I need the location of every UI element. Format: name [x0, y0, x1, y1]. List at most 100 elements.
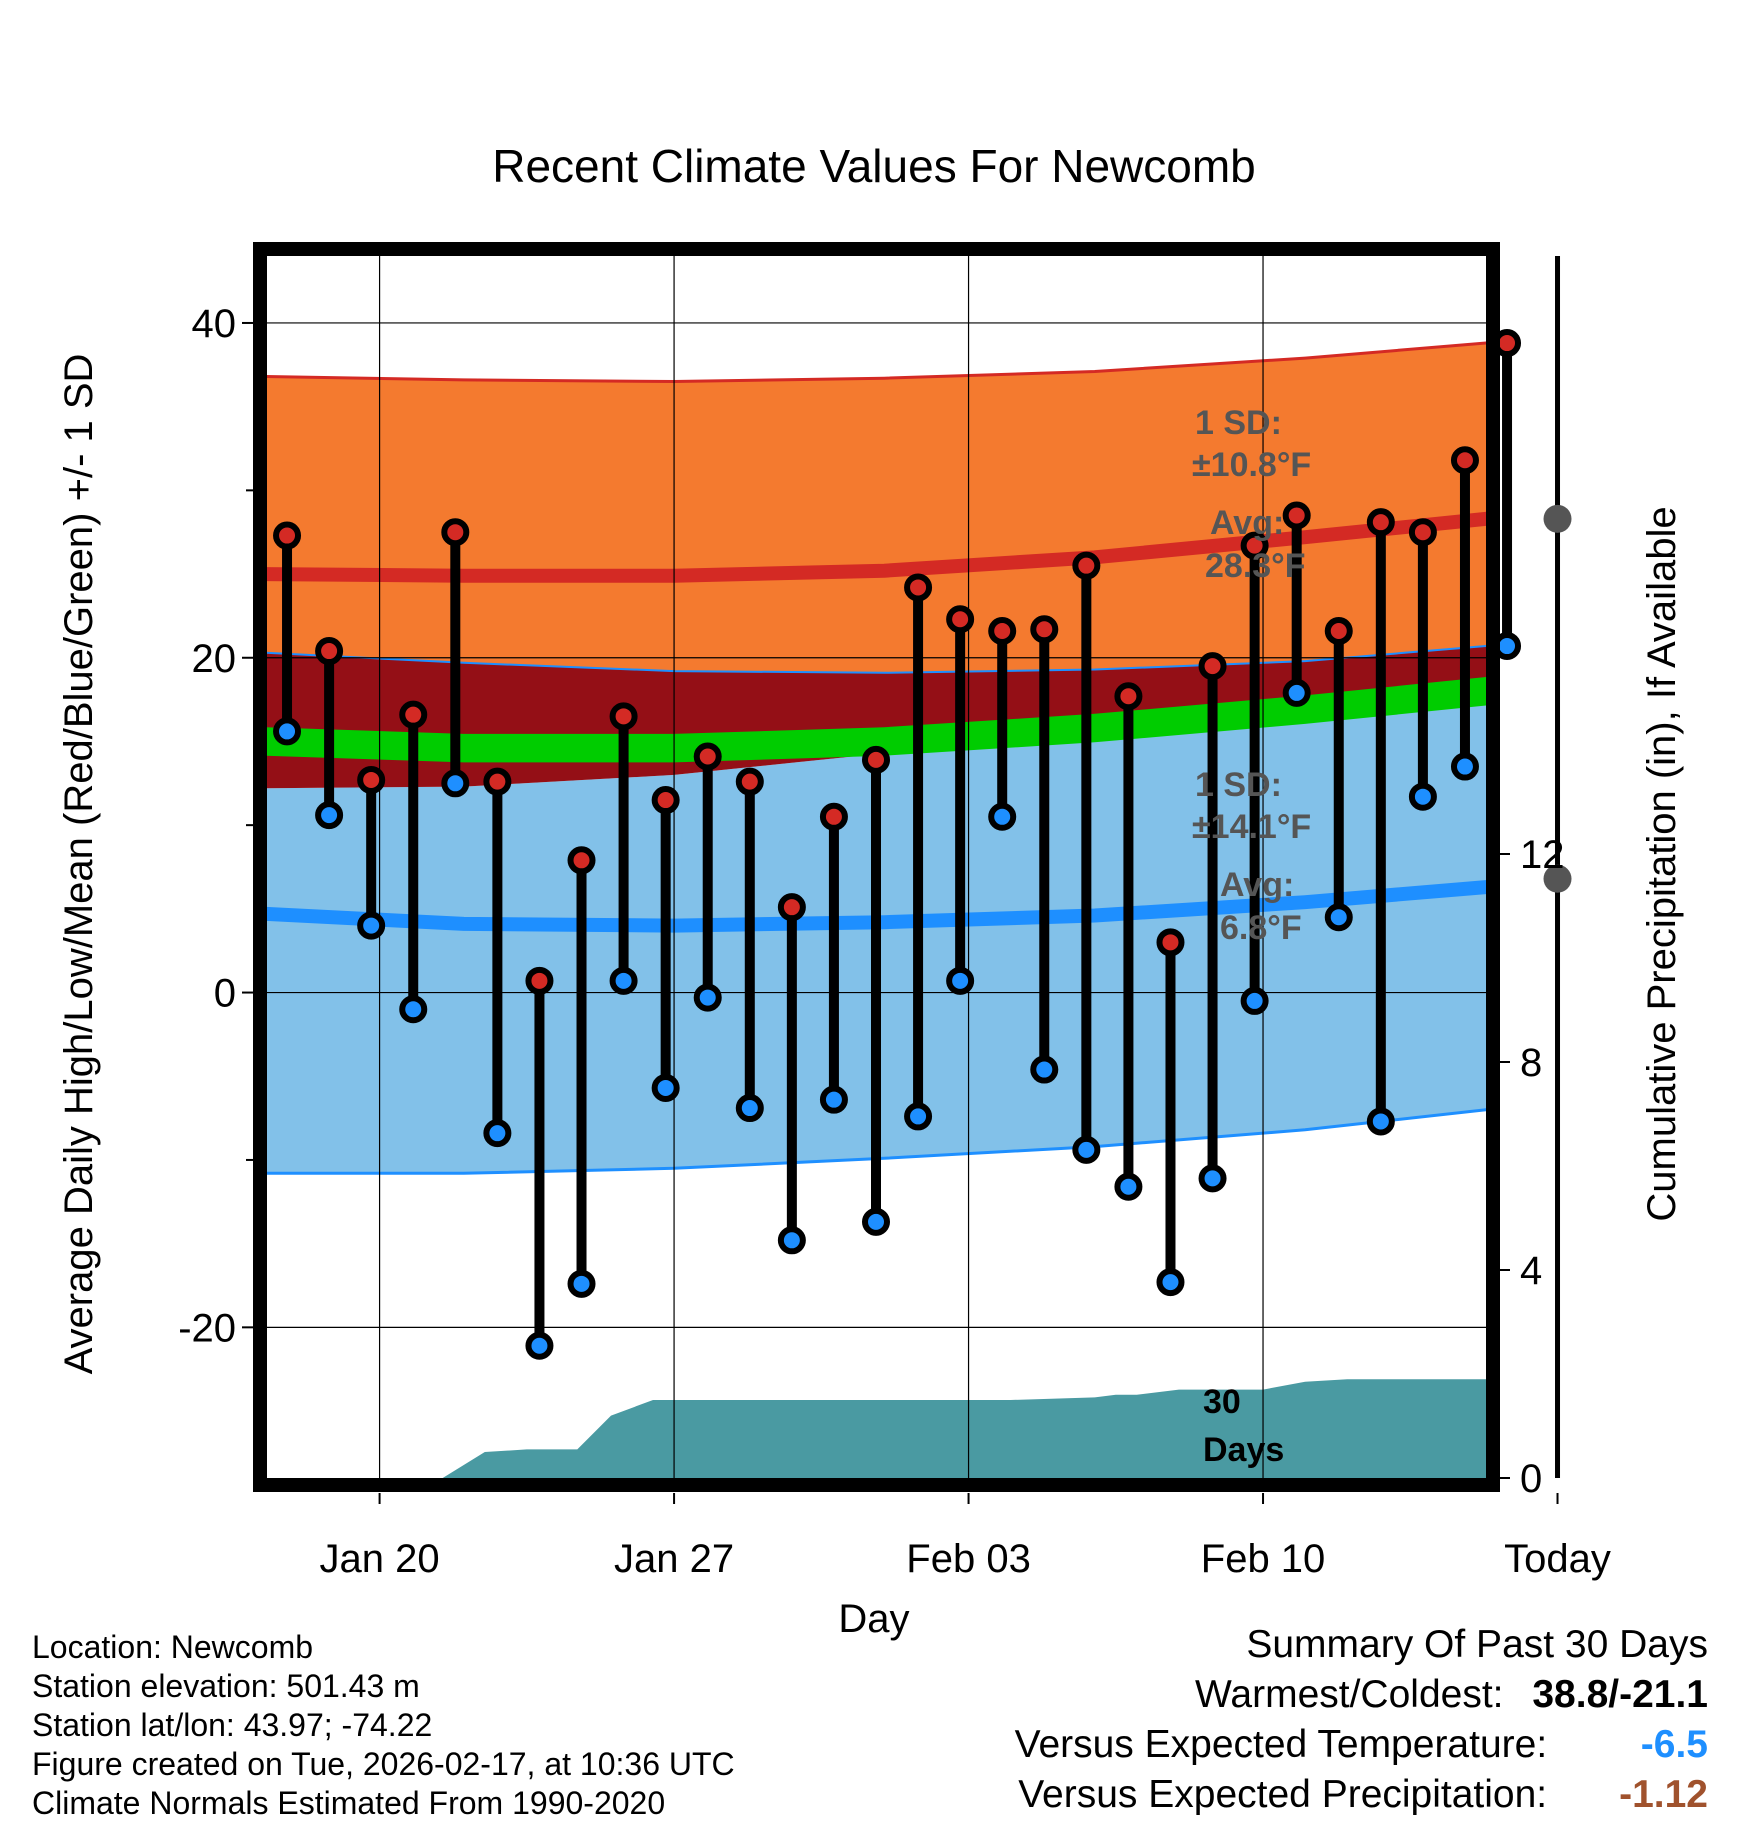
x-tick-label: Today	[1504, 1537, 1611, 1581]
summary-precip-row: Versus Expected Precipitation: -1.12	[1015, 1770, 1708, 1820]
precip-label: Versus Expected Precipitation:	[1018, 1773, 1548, 1816]
y-axis-label-left: Average Daily High/Low/Mean (Red/Blue/Gr…	[57, 354, 101, 1375]
daily-low-marker	[1240, 986, 1269, 1015]
daily-low-marker	[483, 1119, 512, 1148]
x-tick-label: Jan 27	[614, 1537, 734, 1581]
daily-high-marker	[1240, 531, 1269, 560]
daily-low-marker	[735, 1094, 764, 1123]
daily-high-marker	[273, 521, 302, 550]
daily-low-marker	[1030, 1055, 1059, 1084]
daily-high-marker	[777, 893, 806, 922]
warmest-value: 38.8/-21.1	[1532, 1673, 1708, 1716]
daily-low-marker	[1366, 1107, 1395, 1136]
daily-high-marker	[946, 605, 975, 634]
plot-frame	[253, 242, 1500, 1492]
high-avg-label: Avg:	[1210, 504, 1284, 542]
daily-high-marker	[988, 616, 1017, 645]
daily-high-marker	[735, 767, 764, 796]
daily-high-marker	[1114, 682, 1143, 711]
plot-area	[266, 341, 1486, 1478]
days-label-text: Days	[1203, 1431, 1284, 1469]
summary-temp-row: Versus Expected Temperature: -6.5	[1015, 1720, 1708, 1770]
normals-text: Climate Normals Estimated From 1990-2020	[32, 1785, 666, 1821]
chart-title: Recent Climate Values For Newcomb	[492, 140, 1256, 192]
low-avg-value: 6.8°F	[1220, 909, 1302, 947]
daily-high-marker	[1366, 508, 1395, 537]
precip-value: -1.12	[1619, 1773, 1708, 1816]
y-left-tick-label: -20	[178, 1306, 236, 1350]
x-tick-label: Jan 20	[320, 1537, 440, 1581]
daily-high-marker	[904, 573, 933, 602]
daily-low-marker	[946, 966, 975, 995]
daily-low-marker	[441, 769, 470, 798]
days-label-number: 30	[1203, 1383, 1241, 1421]
x-tick-label: Feb 10	[1201, 1537, 1326, 1581]
daily-low-marker	[904, 1102, 933, 1131]
daily-low-marker	[1114, 1172, 1143, 1201]
daily-high-marker	[357, 765, 386, 794]
daily-high-marker	[1156, 928, 1185, 957]
daily-high-marker	[315, 637, 344, 666]
daily-high-marker	[862, 745, 890, 774]
daily-low-marker	[1408, 782, 1437, 811]
daily-high-marker	[399, 700, 428, 729]
y-right-tick-label: 0	[1520, 1457, 1542, 1501]
low-sd-label: 1 SD:	[1195, 766, 1282, 804]
summary-warmest-row: Warmest/Coldest: 38.8/-21.1	[1015, 1670, 1708, 1720]
y-right-tick-label: 4	[1520, 1249, 1542, 1293]
daily-low-marker	[693, 983, 722, 1012]
daily-high-marker	[1198, 652, 1227, 681]
today-low-avg-marker	[1543, 864, 1572, 893]
high-avg-line	[266, 511, 1486, 583]
temp-label: Versus Expected Temperature:	[1014, 1723, 1548, 1766]
daily-markers	[273, 329, 1572, 1360]
axes: -20 0 20 40 0 4 8 12 Jan 20 Jan 27 Feb 03 Feb 10 Tod…	[178, 302, 1611, 1581]
annotations: 1 SD: ±10.8°F Avg: 28.3°F 1 SD: ±14.1°F …	[1192, 404, 1311, 1469]
daily-low-marker	[609, 966, 638, 995]
daily-low-marker	[525, 1331, 554, 1360]
daily-low-marker	[399, 995, 428, 1024]
daily-low-marker	[315, 801, 344, 830]
x-tick-label: Feb 03	[906, 1537, 1031, 1581]
precip-area	[266, 1379, 1486, 1478]
high-sd-band	[266, 343, 1486, 673]
elevation-text: Station elevation: 501.43 m	[32, 1668, 420, 1704]
daily-low-marker	[1198, 1164, 1227, 1193]
y-right-tick-label: 12	[1520, 833, 1565, 877]
daily-low-marker	[819, 1085, 848, 1114]
low-sd-lower-line	[266, 1108, 1486, 1175]
mean-band	[266, 677, 1486, 763]
daily-high-marker	[1030, 615, 1059, 644]
daily-low-marker	[777, 1226, 806, 1255]
daily-low-marker	[1324, 903, 1353, 932]
latlon-text: Station lat/lon: 43.97; -74.22	[32, 1707, 433, 1743]
high-sd-label: 1 SD:	[1195, 404, 1282, 442]
daily-high-marker	[1324, 616, 1353, 645]
daily-high-marker	[441, 518, 470, 547]
daily-low-marker	[357, 911, 386, 940]
daily-high-marker	[1282, 501, 1311, 530]
station-info: Location: Newcomb Station elevation: 501…	[32, 1628, 735, 1823]
x-axis-label: Day	[838, 1597, 909, 1641]
location-text: Location: Newcomb	[32, 1629, 314, 1665]
daily-low-marker	[1072, 1135, 1101, 1164]
daily-high-marker	[1408, 518, 1437, 547]
high-sd-value: ±10.8°F	[1192, 446, 1311, 484]
daily-low-marker	[1156, 1268, 1185, 1297]
daily-high-marker	[819, 802, 848, 831]
daily-low-marker	[651, 1073, 680, 1102]
y-axis-label-right: Cumulative Precipitation (in), If Availa…	[1640, 506, 1684, 1221]
daily-high-marker	[567, 846, 596, 875]
daily-low-marker	[988, 802, 1017, 831]
low-avg-label: Avg:	[1220, 866, 1294, 904]
y-left-tick-label: 40	[192, 302, 237, 346]
high-avg-value: 28.3°F	[1205, 547, 1306, 585]
y-left-tick-label: 0	[214, 972, 236, 1016]
daily-high-marker	[1450, 446, 1479, 475]
daily-low-marker	[273, 717, 302, 746]
today-high-avg-marker	[1543, 504, 1572, 533]
daily-high-marker	[651, 786, 680, 815]
summary-heading: Summary Of Past 30 Days	[1246, 1623, 1708, 1666]
daily-low-marker	[1282, 678, 1311, 707]
